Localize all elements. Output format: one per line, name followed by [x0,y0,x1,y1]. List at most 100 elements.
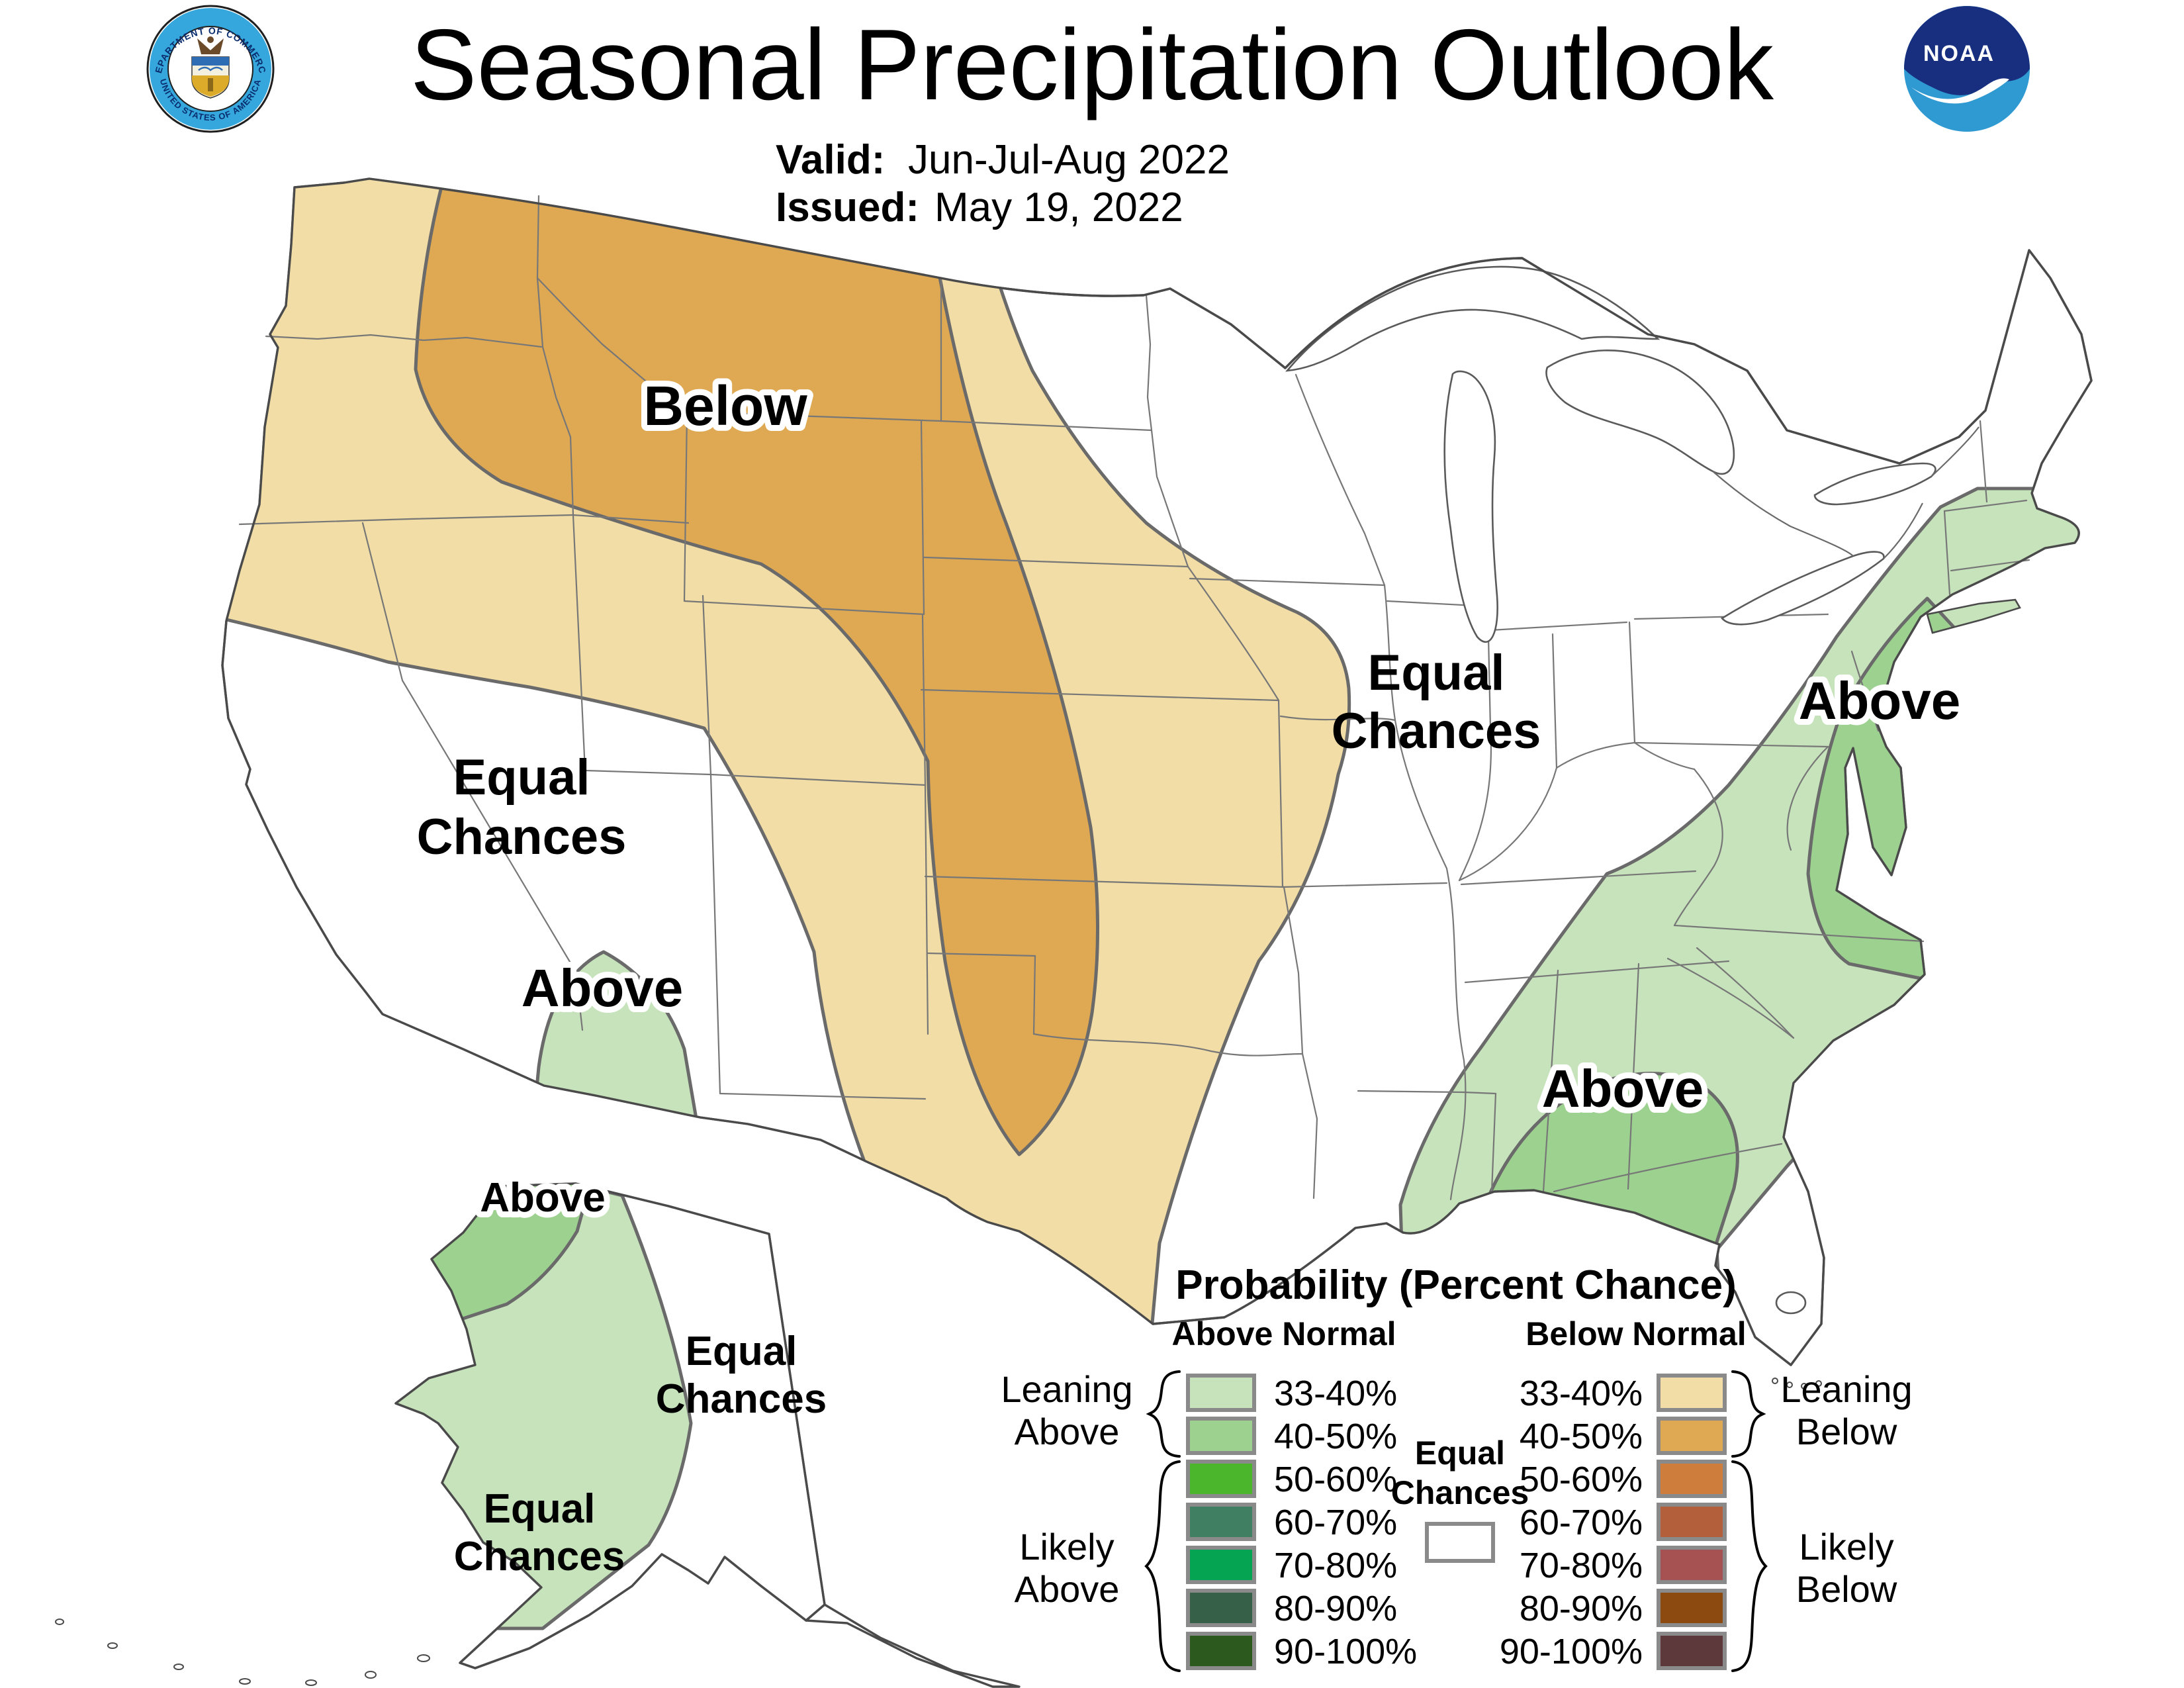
doc-seal-shield-icon [191,56,230,99]
leaning-below-label: Below [1796,1411,1897,1452]
noaa-seagull-icon [1911,78,2009,104]
above-row-label: 60-70% [1274,1503,1397,1542]
above-row-label: 70-80% [1274,1546,1397,1585]
leaning-above-label: Leaning [1001,1368,1132,1410]
state-boundaries [238,195,2030,1201]
alaska-coastline [394,1182,826,1669]
above-swatch-33-40 [1186,1374,1256,1412]
svg-text:Chances: Chances [656,1376,827,1422]
issued-label: Issued: [776,185,919,230]
above-row-label: 40-50% [1274,1417,1397,1456]
svg-text:Equal: Equal [686,1329,797,1374]
above-swatch-40-50 [1186,1417,1256,1455]
svg-text:Equal: Equal [484,1486,596,1532]
alaska-panhandle [805,1603,1021,1688]
above-row-label: 33-40% [1274,1374,1397,1413]
label-below-northwest: Below [643,375,807,437]
svg-text:Chances: Chances [1332,703,1541,759]
below-swatch-50-60 [1657,1460,1727,1498]
below-row-label: 40-50% [1520,1417,1643,1456]
valid-line: Valid: Jun-Jul-Aug 2022 [776,137,1230,183]
doc-seal-eagle-icon [197,36,224,54]
svg-text:Equal: Equal [453,749,590,806]
legend-above-column: 33-40% 40-50% 50-60% 60-70% 70-80% 80-90… [1186,1374,1417,1671]
likely-above-brace [1144,1460,1181,1672]
below-swatch-90-100 [1657,1632,1727,1670]
below-row-label: 50-60% [1520,1460,1643,1499]
likely-above-label: Likely [1019,1526,1114,1568]
canadian-shoreline [1712,426,1979,559]
leaning-below-brace [1731,1370,1766,1458]
label-above-southwest: Above [522,959,684,1017]
issued-value: May 19, 2022 [934,185,1183,230]
noaa-logo: NOAA [1904,6,2030,132]
svg-text:Equal: Equal [1368,645,1505,701]
above-swatch-60-70 [1186,1503,1256,1541]
lake-huron [1545,350,1735,475]
likely-above-label: Above [1015,1568,1120,1610]
legend-above-header: Above Normal [1172,1315,1396,1352]
conus-map [221,177,2093,1389]
below-row-label: 60-70% [1520,1503,1643,1542]
noaa-logo-text: NOAA [1923,41,1995,66]
doc-seal-logo: DEPARTMENT OF COMMERCE UNITED STATES OF … [0,0,275,133]
aleutian-islands [55,1618,430,1686]
valid-label: Valid: [776,137,885,183]
above-swatch-50-60 [1186,1460,1256,1498]
label-equal-chances-alaska-east: Equal Chances [656,1329,827,1422]
leaning-above-label: Above [1015,1411,1120,1452]
region-below-40-50 [414,179,1100,1156]
likely-below-label: Likely [1799,1526,1893,1568]
label-equal-chances-alaska-south: Equal Chances [454,1486,625,1579]
below-swatch-70-80 [1657,1546,1727,1584]
issued-line: Issued: May 19, 2022 [776,185,1183,230]
lake-superior [1285,265,1661,372]
florida-keys [1772,1378,1822,1389]
equal-chances-label: Chances [1391,1474,1529,1511]
below-row-label: 33-40% [1520,1374,1643,1413]
lake-michigan [1443,370,1498,643]
leaning-above-brace [1146,1370,1181,1458]
above-swatch-80-90 [1186,1589,1256,1627]
great-lakes [1285,265,2021,1389]
svg-text:Chances: Chances [417,809,627,865]
svg-text:Chances: Chances [454,1534,625,1579]
below-row-label: 70-80% [1520,1546,1643,1585]
legend: Probability (Percent Chance) Above Norma… [1001,1262,1913,1672]
valid-value: Jun-Jul-Aug 2022 [908,137,1230,183]
below-row-label: 80-90% [1520,1589,1643,1628]
label-equal-chances-midwest: Equal Chances [1332,645,1541,759]
equal-chances-label: Equal [1415,1434,1505,1472]
above-swatch-90-100 [1186,1632,1256,1670]
legend-below-header: Below Normal [1525,1315,1746,1352]
region-alaska-above-40-50 [402,1184,601,1329]
lake-okeechobee [1775,1291,1807,1315]
legend-equal-chances: Equal Chances [1391,1434,1529,1563]
page-title: Seasonal Precipitation Outlook [410,9,1774,121]
above-row-label: 50-60% [1274,1460,1397,1499]
legend-title: Probability (Percent Chance) [1175,1262,1737,1308]
label-above-alaska: Above [480,1175,605,1221]
map-labels: Below Equal Chances Above Equal Chances … [417,369,1967,1579]
below-swatch-80-90 [1657,1589,1727,1627]
legend-below-column: 33-40% 40-50% 50-60% 60-70% 70-80% 80-90… [1500,1374,1727,1671]
long-island [1926,598,2021,634]
label-above-southeast: Above [1542,1059,1704,1118]
leaning-below-label: Leaning [1780,1368,1912,1410]
noaa-logo-sky [1904,6,2030,95]
conus-coastline [221,177,2093,1366]
below-row-label: 90-100% [1500,1632,1643,1671]
above-row-label: 90-100% [1274,1632,1417,1671]
likely-below-brace [1731,1460,1768,1672]
equal-chances-swatch [1425,1522,1495,1563]
lake-ontario [1813,462,1936,506]
label-equal-chances-west: Equal Chances [417,749,627,865]
above-swatch-70-80 [1186,1546,1256,1584]
legend-group-labels: Leaning Above Likely Above Leaning Below… [1001,1368,1912,1610]
above-row-label: 80-90% [1274,1589,1397,1628]
label-above-mid-atlantic: Above [1799,671,1961,730]
below-swatch-33-40 [1657,1374,1727,1412]
likely-below-label: Below [1796,1568,1897,1610]
below-swatch-60-70 [1657,1503,1727,1541]
